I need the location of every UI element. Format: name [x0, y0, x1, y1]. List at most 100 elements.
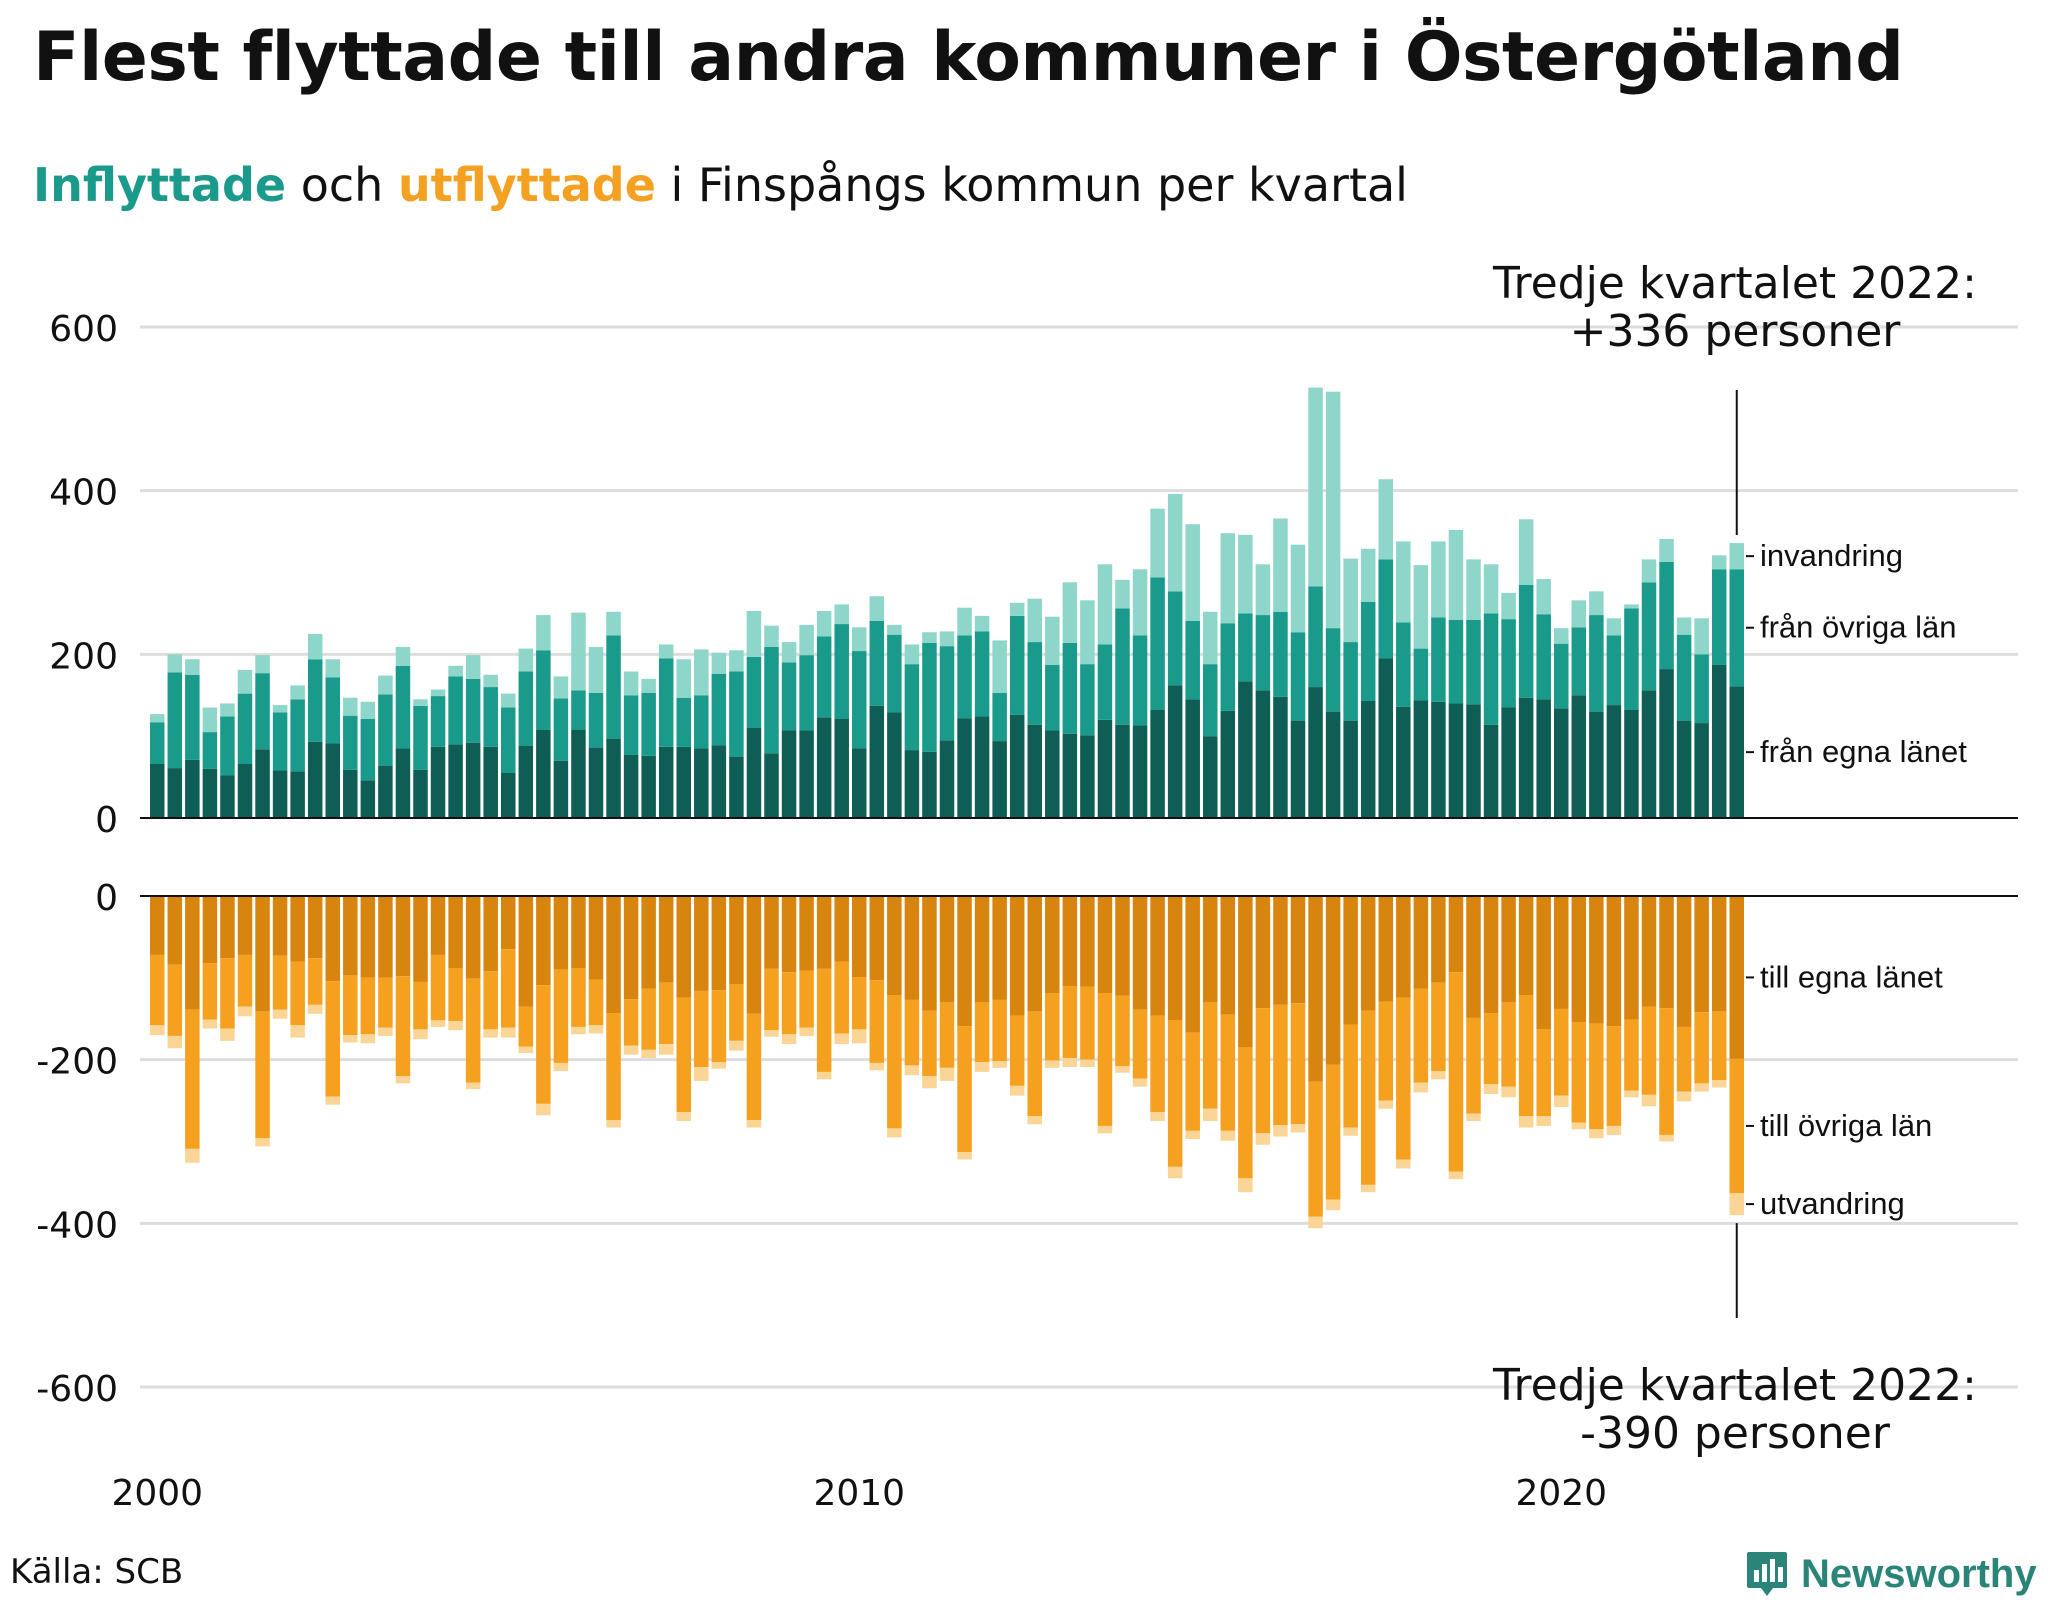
bar-in-ovriga-lan — [1536, 614, 1551, 700]
bar-out-egna-lanet — [1624, 896, 1639, 1020]
bar-out-egna-lanet — [150, 896, 165, 955]
bar-in-invandring — [1396, 541, 1411, 623]
bar-in-ovriga-lan — [781, 662, 797, 731]
bar-out-ovriga-lan — [1045, 993, 1060, 1061]
bar-out-egna-lanet — [1167, 896, 1183, 1021]
bar-in-ovriga-lan — [1641, 582, 1657, 691]
bar-in-egna-lanet — [1325, 711, 1341, 818]
bar-in-ovriga-lan — [571, 690, 586, 730]
bar-in-ovriga-lan — [202, 732, 218, 769]
bar-out-egna-lanet — [1343, 896, 1358, 1025]
bar-out-ovriga-lan — [799, 970, 814, 1028]
bar-out-utvandring — [483, 1029, 498, 1038]
bar-in-invandring — [1641, 559, 1657, 583]
bar-out-egna-lanet — [816, 896, 832, 969]
bar-out-egna-lanet — [746, 896, 762, 1014]
bar-out-utvandring — [501, 1027, 516, 1038]
bar-out-egna-lanet — [887, 896, 902, 996]
bar-out-egna-lanet — [378, 896, 393, 978]
bar-in-ovriga-lan — [1466, 619, 1481, 705]
bar-in-invandring — [185, 659, 200, 675]
bar-out-ovriga-lan — [1571, 1022, 1587, 1123]
bar-in-invandring — [1501, 592, 1516, 620]
bar-out-ovriga-lan — [237, 954, 253, 1007]
bar-in-egna-lanet — [150, 763, 165, 818]
bar-in-invandring — [1624, 604, 1639, 609]
bar-in-egna-lanet — [1659, 669, 1674, 818]
bar-in-ovriga-lan — [1290, 632, 1306, 721]
bar-out-egna-lanet — [448, 896, 463, 969]
bar-out-utvandring — [1554, 1095, 1569, 1108]
y-tick-label: 0 — [95, 878, 118, 919]
bar-in-egna-lanet — [904, 750, 920, 818]
bar-in-invandring — [1027, 598, 1042, 643]
bar-in-invandring — [1571, 600, 1587, 628]
bar-in-ovriga-lan — [255, 673, 270, 750]
bar-in-egna-lanet — [1255, 690, 1271, 818]
bar-in-ovriga-lan — [1448, 619, 1464, 704]
bar-out-utvandring — [1624, 1090, 1639, 1098]
bar-in-ovriga-lan — [325, 677, 340, 744]
bar-out-egna-lanet — [1571, 896, 1587, 1023]
bar-out-ovriga-lan — [1624, 1019, 1639, 1091]
bar-in-invandring — [658, 644, 674, 659]
bar-out-ovriga-lan — [413, 981, 428, 1030]
bar-in-invandring — [1659, 538, 1674, 562]
bar-in-egna-lanet — [852, 748, 867, 818]
bar-in-ovriga-lan — [1729, 569, 1744, 687]
bar-out-egna-lanet — [1185, 896, 1200, 1033]
newsworthy-logo: Newsworthy — [1745, 1544, 2037, 1604]
bar-out-egna-lanet — [939, 896, 955, 1003]
bar-in-invandring — [325, 659, 340, 678]
bar-out-utvandring — [1167, 1166, 1183, 1179]
bar-in-invandring — [1360, 548, 1376, 602]
bar-out-ovriga-lan — [272, 955, 288, 1010]
bar-out-ovriga-lan — [676, 997, 691, 1113]
bar-in-egna-lanet — [255, 749, 270, 818]
subtitle-in-word: Inflyttade — [33, 158, 287, 212]
bar-out-ovriga-lan — [1554, 1008, 1569, 1096]
bar-out-ovriga-lan — [360, 977, 376, 1035]
bar-out-ovriga-lan — [852, 977, 867, 1030]
bar-in-invandring — [1255, 564, 1271, 616]
bar-in-invandring — [1220, 533, 1236, 624]
bar-in-invandring — [1676, 617, 1692, 635]
bar-out-utvandring — [150, 1025, 165, 1036]
bar-in-ovriga-lan — [307, 659, 323, 742]
bar-out-ovriga-lan — [869, 980, 885, 1063]
bar-out-egna-lanet — [1711, 896, 1727, 1012]
bar-out-egna-lanet — [1062, 896, 1078, 987]
bar-out-egna-lanet — [834, 896, 849, 962]
bar-in-ovriga-lan — [623, 695, 639, 755]
bar-in-ovriga-lan — [1255, 615, 1271, 691]
bar-out-egna-lanet — [1150, 896, 1165, 1016]
bar-out-utvandring — [307, 1004, 323, 1014]
bar-in-invandring — [483, 674, 498, 688]
y-tick-label: -400 — [36, 1205, 118, 1246]
bar-out-egna-lanet — [676, 896, 691, 998]
bar-in-invandring — [1308, 387, 1323, 587]
bar-out-utvandring — [395, 1076, 411, 1084]
bar-out-egna-lanet — [518, 896, 534, 1007]
bar-in-ovriga-lan — [641, 692, 656, 756]
bar-in-invandring — [869, 596, 885, 621]
bar-out-ovriga-lan — [1097, 993, 1113, 1126]
bar-out-utvandring — [922, 1076, 937, 1089]
bar-in-egna-lanet — [1150, 709, 1165, 818]
bar-out-ovriga-lan — [501, 949, 516, 1028]
bar-out-ovriga-lan — [1273, 1004, 1288, 1126]
bar-in-egna-lanet — [1466, 704, 1481, 818]
bar-in-invandring — [307, 633, 323, 660]
bar-in-egna-lanet — [957, 718, 972, 818]
bar-in-egna-lanet — [518, 745, 534, 818]
bar-out-ovriga-lan — [1518, 995, 1534, 1117]
bar-in-egna-lanet — [1536, 699, 1551, 818]
bar-out-ovriga-lan — [1027, 1011, 1042, 1117]
bar-in-ovriga-lan — [220, 716, 235, 776]
bar-out-utvandring — [1097, 1125, 1113, 1134]
bar-out-egna-lanet — [1115, 896, 1130, 996]
bar-in-invandring — [1378, 479, 1393, 560]
bar-in-invandring — [167, 654, 183, 673]
bar-out-utvandring — [518, 1046, 534, 1054]
bar-out-utvandring — [1009, 1085, 1025, 1096]
